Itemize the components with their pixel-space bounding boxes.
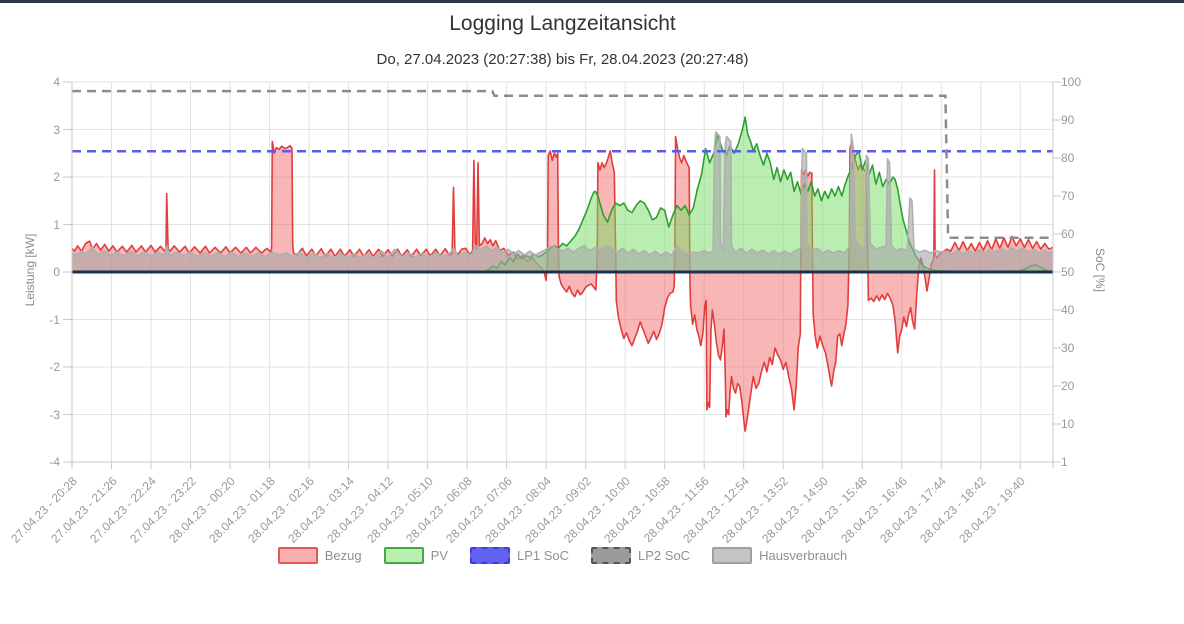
series-pv-area [72, 117, 1053, 272]
y-axis-right-label: 60 [1061, 227, 1075, 241]
y-axis-right-label: 50 [1061, 265, 1075, 279]
legend-label: Hausverbrauch [759, 548, 848, 563]
y-axis-left-label: 3 [53, 122, 60, 137]
top-accent-bar [0, 0, 1184, 3]
y-axis-right-label: 40 [1061, 303, 1075, 317]
legend-item-hausverbrauch[interactable]: Hausverbrauch [712, 547, 847, 564]
legend-label: Bezug [324, 548, 362, 563]
y-axis-left-label: 0 [53, 265, 60, 279]
y-axis-right-label: 1 [1061, 455, 1068, 469]
series-bezug-line [71, 135, 1054, 432]
y-axis-left-label: -3 [49, 407, 60, 422]
y-axis-left-label: -2 [49, 360, 60, 374]
y-axis-right-label: 100 [1061, 75, 1082, 89]
y-axis-right-label: 20 [1061, 379, 1075, 393]
legend-swatch [591, 547, 632, 564]
series-pv-line [72, 116, 1054, 273]
y-axis-right-title: SoC [%] [1093, 247, 1107, 292]
chart-legend: Bezug PV LP1 SoC LP2 SoC Hausverbrauch [0, 547, 1125, 564]
legend-item-lp1-soc[interactable]: LP1 SoC [469, 547, 570, 564]
y-axis-right-label: 30 [1061, 341, 1075, 355]
y-axis-right-label: 10 [1061, 417, 1075, 431]
y-axis-left-label: 1 [53, 217, 60, 232]
y-axis-left-label: -4 [49, 455, 60, 469]
series-bezug-area [72, 136, 1053, 432]
legend-swatch [277, 547, 318, 564]
series-hausverbrauch-line [71, 131, 1054, 259]
legend-swatch [383, 547, 424, 564]
legend-swatch [469, 547, 510, 564]
chart-title: Logging Langzeitansicht [449, 12, 676, 35]
y-axis-right-label: 80 [1061, 151, 1075, 165]
legend-label: LP2 SoC [638, 548, 691, 563]
legend-swatch [712, 547, 753, 564]
y-axis-left-label: 4 [53, 75, 60, 89]
y-axis-left-label: -1 [49, 312, 60, 327]
series-lp2-soc-line [72, 89, 1053, 240]
y-axis-right-label: 70 [1061, 189, 1075, 203]
y-axis-left-title: Leistung [kW] [23, 233, 37, 307]
legend-item-pv[interactable]: PV [383, 547, 448, 564]
legend-item-bezug[interactable]: Bezug [277, 547, 362, 564]
legend-label: PV [430, 548, 448, 563]
series-hausverbrauch-area [72, 131, 1053, 272]
legend-item-lp2-soc[interactable]: LP2 SoC [591, 547, 690, 564]
y-axis-right-label: 90 [1061, 113, 1075, 127]
legend-label: LP1 SoC [516, 548, 570, 563]
chart-subtitle: Do, 27.04.2023 (20:27:38) bis Fr, 28.04.… [376, 51, 749, 68]
y-axis-left-label: 2 [53, 170, 60, 184]
